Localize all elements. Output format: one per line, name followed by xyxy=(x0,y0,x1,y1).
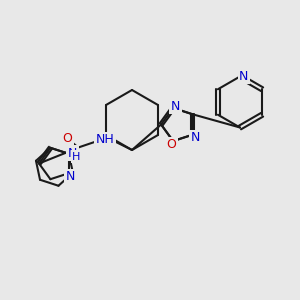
Text: H: H xyxy=(72,152,80,162)
Text: N: N xyxy=(68,147,77,160)
Text: N: N xyxy=(239,70,248,83)
Text: O: O xyxy=(167,138,177,152)
Text: O: O xyxy=(63,132,72,145)
Text: N: N xyxy=(66,170,75,183)
Text: N: N xyxy=(190,131,200,144)
Text: NH: NH xyxy=(96,133,114,146)
Text: N: N xyxy=(171,100,180,113)
